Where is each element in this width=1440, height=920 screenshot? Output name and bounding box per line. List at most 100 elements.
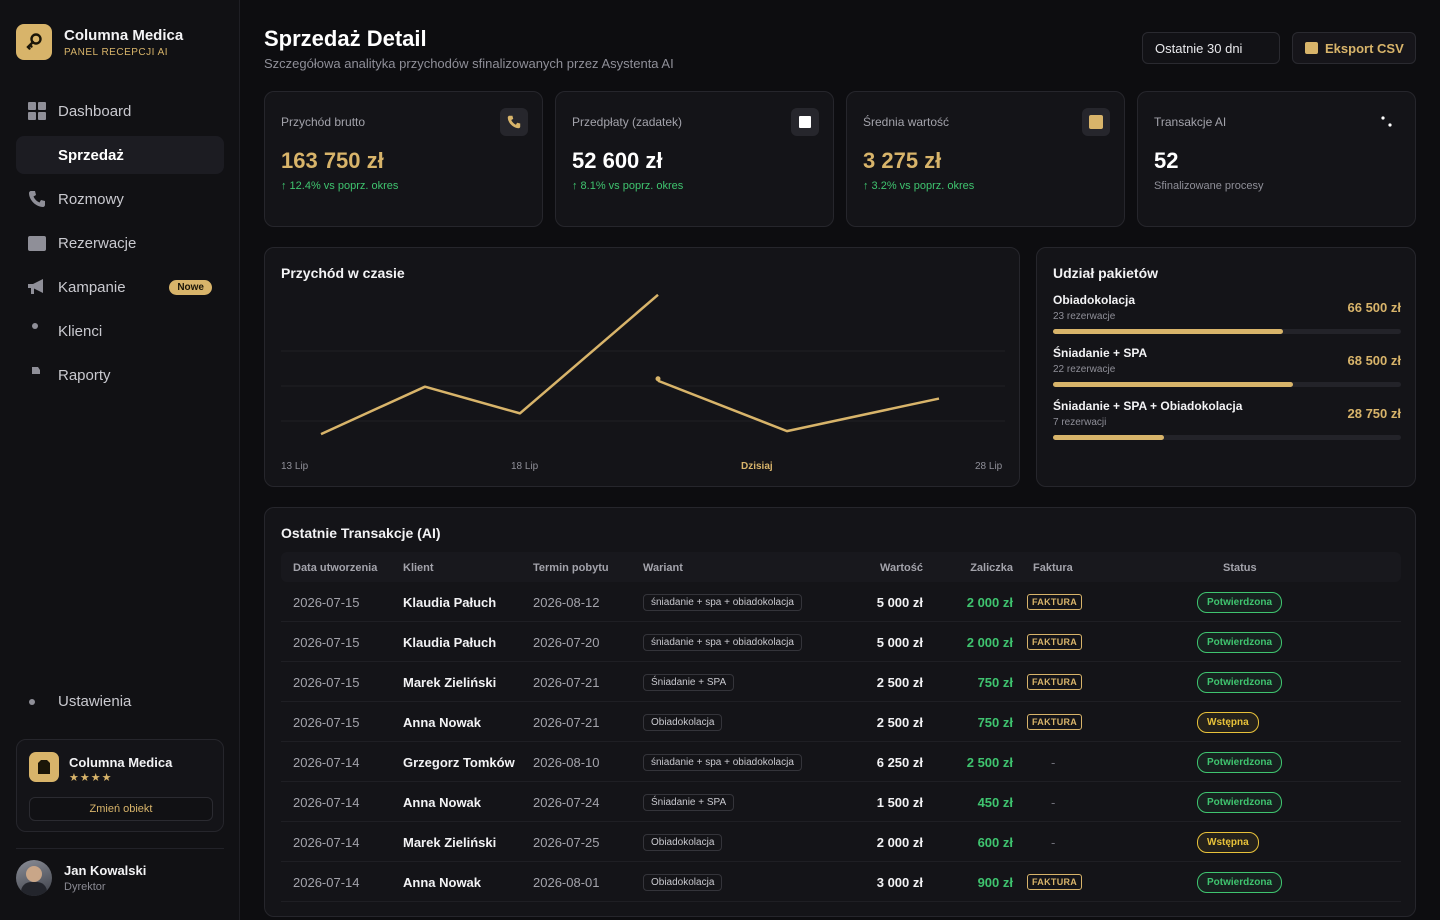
cell-client[interactable]: Klaudia Pałuch xyxy=(403,635,497,650)
status-badge: Wstępna xyxy=(1197,712,1259,733)
package-progress xyxy=(1053,435,1401,440)
cell-client[interactable]: Klaudia Pałuch xyxy=(403,595,497,610)
sidebar-nav: Dashboard Sprzedaż Rozmowy Rezerwacje Ka… xyxy=(16,92,224,400)
chart-point[interactable] xyxy=(655,376,661,382)
package-count: 23 rezerwacje xyxy=(1053,311,1116,322)
column-header[interactable]: Data utworzenia xyxy=(293,562,378,574)
venue-stars: ★★★★ xyxy=(69,772,113,784)
cell-deposit: 2 500 zł xyxy=(966,755,1013,770)
package-progress xyxy=(1053,329,1401,334)
cell-term: 2026-07-21 xyxy=(533,675,600,690)
brand[interactable]: Columna Medica PANEL RECEPCJI AI xyxy=(16,24,183,60)
stat-card-revenue: Przychód brutto 163 750 zł ↑ 12.4% vs po… xyxy=(264,91,543,227)
invoice-badge[interactable]: FAKTURA xyxy=(1027,714,1083,730)
stat-label: Przychód brutto xyxy=(281,115,366,129)
packages-card: Udział pakietów Obiadokolacja 23 rezerwa… xyxy=(1036,247,1416,487)
status-badge: Wstępna xyxy=(1197,832,1259,853)
cell-date: 2026-07-14 xyxy=(293,875,360,890)
cell-deposit: 900 zł xyxy=(977,875,1013,890)
sidebar-item-sprzedaz[interactable]: Sprzedaż xyxy=(16,136,224,174)
package-item: Obiadokolacja 23 rezerwacje 66 500 zł xyxy=(1053,293,1401,334)
column-header[interactable]: Wartość xyxy=(880,562,923,574)
sidebar-item-rozmowy[interactable]: Rozmowy xyxy=(16,180,224,218)
cell-date: 2026-07-14 xyxy=(293,795,360,810)
status-badge: Potwierdzona xyxy=(1197,672,1283,693)
table-row[interactable]: 2026-07-15 Anna Nowak 2026-07-21 Obiadokola… xyxy=(281,702,1401,742)
cell-client[interactable]: Marek Zieliński xyxy=(403,835,497,850)
user-profile[interactable]: Jan Kowalski Dyrektor xyxy=(16,860,146,896)
cell-term: 2026-07-25 xyxy=(533,835,600,850)
column-header[interactable]: Zaliczka xyxy=(970,562,1013,574)
cell-client[interactable]: Grzegorz Tomków xyxy=(403,755,515,770)
invoice-badge[interactable]: FAKTURA xyxy=(1027,674,1083,690)
building-icon xyxy=(29,752,59,782)
invoice-badge[interactable]: FAKTURA xyxy=(1027,594,1083,610)
stat-delta: ↑ 3.2% vs poprz. okres xyxy=(863,180,975,192)
page-subtitle: Szczegółowa analityka przychodów sfinali… xyxy=(264,56,674,71)
stat-delta: ↑ 8.1% vs poprz. okres xyxy=(572,180,684,192)
column-header[interactable]: Wariant xyxy=(643,562,683,574)
cell-date: 2026-07-15 xyxy=(293,715,360,730)
column-header[interactable]: Status xyxy=(1223,562,1257,574)
cell-deposit: 600 zł xyxy=(977,835,1013,850)
sidebar-item-label: Rezerwacje xyxy=(58,234,137,252)
brand-subtitle: PANEL RECEPCJI AI xyxy=(64,46,169,58)
cell-date: 2026-07-15 xyxy=(293,635,360,650)
cell-value: 2 000 zł xyxy=(876,835,923,850)
report-icon xyxy=(26,364,48,386)
table-row[interactable]: 2026-07-14 Anna Nowak 2026-07-24 Śniadanie … xyxy=(281,782,1401,822)
status-badge: Potwierdzona xyxy=(1197,592,1283,613)
sidebar-item-klienci[interactable]: Klienci xyxy=(16,312,224,350)
cell-client[interactable]: Anna Nowak xyxy=(403,875,482,890)
brand-name: Columna Medica xyxy=(64,26,184,44)
venue-name: Columna Medica xyxy=(69,755,173,770)
cell-value: 3 000 zł xyxy=(876,875,923,890)
export-csv-button[interactable]: Eksport CSV xyxy=(1292,32,1416,64)
table-header: Data utworzenia Klient Termin pobytu War… xyxy=(281,552,1401,582)
package-item: Śniadanie + SPA 22 rezerwacje 68 500 zł xyxy=(1053,346,1401,387)
package-item: Śniadanie + SPA + Obiadokolacja 7 rezerw… xyxy=(1053,399,1401,440)
stat-label: Średnia wartość xyxy=(863,115,950,129)
megaphone-icon xyxy=(26,276,48,298)
sidebar-item-label: Sprzedaż xyxy=(58,146,124,164)
date-range-select[interactable]: Ostatnie 30 dni xyxy=(1142,32,1280,64)
status-badge: Potwierdzona xyxy=(1197,632,1283,653)
package-count: 22 rezerwacje xyxy=(1053,364,1116,375)
cell-invoice-empty: - xyxy=(1051,755,1056,770)
date-range-label: Ostatnie 30 dni xyxy=(1155,40,1243,56)
sidebar-item-dashboard[interactable]: Dashboard xyxy=(16,92,224,130)
packages-title: Udział pakietów xyxy=(1053,265,1159,281)
venue-card: Columna Medica ★★★★ Zmień obiekt xyxy=(16,739,224,832)
column-header[interactable]: Termin pobytu xyxy=(533,562,609,574)
sidebar-item-raporty[interactable]: Raporty xyxy=(16,356,224,394)
table-row[interactable]: 2026-07-14 Anna Nowak 2026-08-01 Obiadokola… xyxy=(281,862,1401,902)
chart-series-line xyxy=(320,293,659,436)
table-row[interactable]: 2026-07-15 Marek Zieliński 2026-07-21 Śniad… xyxy=(281,662,1401,702)
sidebar-item-settings[interactable]: Ustawienia xyxy=(26,693,131,710)
table-row[interactable]: 2026-07-14 Marek Zieliński 2026-07-25 Obiad… xyxy=(281,822,1401,862)
column-header[interactable]: Faktura xyxy=(1033,562,1073,574)
table-row[interactable]: 2026-07-14 Grzegorz Tomków 2026-08-10 śniad… xyxy=(281,742,1401,782)
cell-client[interactable]: Marek Zieliński xyxy=(403,675,497,690)
invoice-badge[interactable]: FAKTURA xyxy=(1027,874,1083,890)
sidebar-item-rezerwacje[interactable]: Rezerwacje xyxy=(16,224,224,262)
gear-icon xyxy=(26,696,48,708)
sidebar-item-kampanie[interactable]: Kampanie Nowe xyxy=(16,268,224,306)
table-row[interactable]: 2026-07-15 Klaudia Pałuch 2026-08-12 śniada… xyxy=(281,582,1401,622)
table-row[interactable]: 2026-07-15 Klaudia Pałuch 2026-07-20 śniada… xyxy=(281,622,1401,662)
cell-date: 2026-07-15 xyxy=(293,675,360,690)
column-header[interactable]: Klient xyxy=(403,562,434,574)
cell-deposit: 750 zł xyxy=(977,715,1013,730)
change-venue-button[interactable]: Zmień obiekt xyxy=(29,797,213,821)
chart-series-line xyxy=(657,379,940,433)
cell-value: 2 500 zł xyxy=(876,675,923,690)
invoice-badge[interactable]: FAKTURA xyxy=(1027,634,1083,650)
variant-tag: Obiadokolacja xyxy=(643,714,723,731)
chart-x-tick: 13 Lip xyxy=(281,461,309,472)
cell-client[interactable]: Anna Nowak xyxy=(403,715,482,730)
variant-tag: śniadanie + spa + obiadokolacja xyxy=(643,594,802,611)
sidebar-item-label: Dashboard xyxy=(58,102,132,120)
table-title: Ostatnie Transakcje (AI) xyxy=(281,525,441,541)
cell-client[interactable]: Anna Nowak xyxy=(403,795,482,810)
variant-tag: Śniadanie + SPA xyxy=(643,794,735,811)
